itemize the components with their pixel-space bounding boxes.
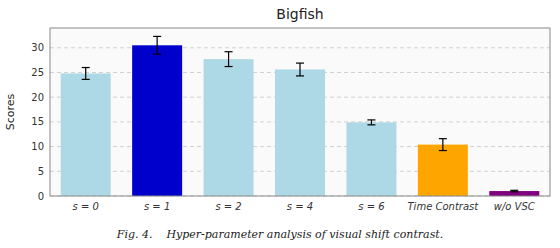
bar [132,45,182,196]
bar [418,145,468,196]
y-tick-label: 5 [38,166,44,177]
x-tick-label: s = 2 [215,201,241,212]
y-tick-label: 15 [31,116,44,127]
plot-area [50,28,550,196]
error-bar [296,63,304,76]
error-bar [225,52,233,67]
chart: 0 5 10 15 20 25 30 s = 0 s = 1 s = 2 s = 4 s = 6 Tim… [0,0,560,248]
x-tick-label: s = 0 [73,201,99,212]
x-tick-label: s = 1 [144,201,170,212]
bar [61,73,111,196]
x-tick-label: s = 6 [358,201,384,212]
error-bar [82,68,90,80]
bar [275,70,325,196]
error-bar [367,120,375,125]
y-tick-label: 30 [31,42,44,53]
error-bar [510,190,518,191]
error-bar [439,139,447,151]
bar [204,59,254,196]
bars [61,36,540,196]
error-bar [153,36,161,54]
x-tick-label: Time Contrast [408,201,480,212]
grid [50,48,550,196]
y-tick-label: 10 [31,141,44,152]
bar [346,122,396,196]
y-tick-label: 20 [31,92,44,103]
grid-line [50,47,550,48]
plot-frame [50,28,550,196]
caption: Fig. 4. Hyper-parameter analysis of visu… [116,228,443,241]
x-tick-label: w/o VSC [494,201,535,212]
y-tick-label: 25 [31,67,44,78]
x-tick-label: s = 4 [287,201,313,212]
title: Bigfish [276,6,323,22]
bar [489,191,539,196]
y-tick-label: 0 [38,191,44,202]
y-axis-label: Scores [4,93,17,130]
